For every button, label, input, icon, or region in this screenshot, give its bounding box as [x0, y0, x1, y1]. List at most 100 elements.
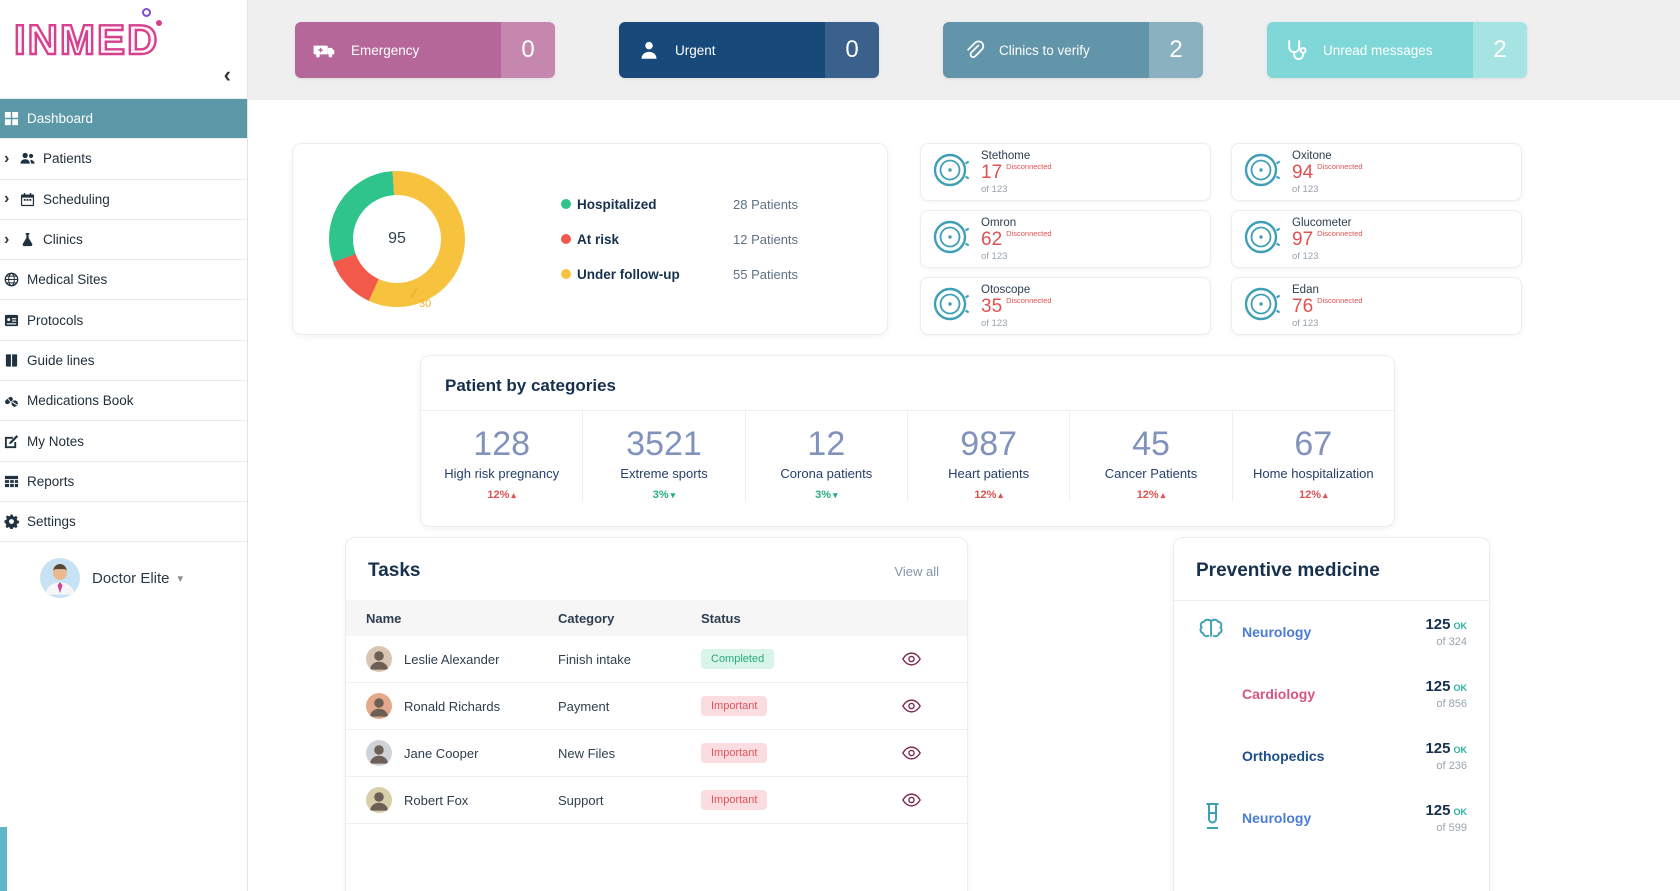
specialty-name[interactable]: Neurology [1242, 624, 1312, 640]
specialty-ok-label: OK [1453, 807, 1468, 817]
device-card-omron[interactable]: Omron 62 Disconnected of 123 [920, 210, 1211, 268]
category-label: Home hospitalization [1252, 466, 1374, 481]
category-value: 12 [807, 425, 846, 463]
device-card-edan[interactable]: Edan 76 Disconnected of 123 [1231, 277, 1522, 335]
legend-label: At risk [577, 231, 620, 247]
doctor-avatar [40, 558, 80, 598]
sidebar-item-settings[interactable]: Settings [0, 501, 247, 543]
category-value: 3521 [626, 425, 702, 463]
device-status: Disconnected [1317, 161, 1363, 171]
caret-down-icon[interactable]: ▾ [670, 490, 676, 500]
device-value: 94 [1292, 161, 1314, 183]
unread-messages-card[interactable]: Unread messages 2 [1267, 22, 1527, 78]
legend-count: 28 Patients [733, 196, 799, 212]
specialty-of-total: of 599 [1436, 822, 1467, 834]
device-value: 62 [981, 228, 1003, 250]
emergency-count: 0 [501, 22, 555, 78]
smartwatch-icon [1242, 284, 1282, 329]
sidebar-item-medications-book[interactable]: Medications Book [0, 381, 247, 422]
table-row[interactable]: Leslie Alexander Finish intake Completed [346, 636, 967, 683]
specialty-ok-label: OK [1453, 621, 1468, 631]
emergency-card[interactable]: Emergency 0 [295, 22, 555, 78]
list-item-neurology[interactable]: Neurology 125 OK of 324 [1174, 601, 1489, 663]
view-task-eye-button[interactable] [856, 746, 967, 760]
device-of-total: of 123 [1292, 317, 1319, 329]
view-task-eye-button[interactable] [856, 699, 967, 713]
sidebar-item-dashboard[interactable]: Dashboard [0, 99, 247, 140]
category-home-hospitalization: 67 Home hospitalization 12% ▴ [1231, 411, 1394, 501]
sidebar-item-medical-sites[interactable]: Medical Sites [0, 260, 247, 301]
device-name: Glucometer [1292, 216, 1352, 229]
device-of-total: of 123 [1292, 183, 1319, 195]
pills-icon [4, 393, 22, 409]
specialty-ok-label: OK [1453, 745, 1468, 755]
tasks-view-all-link[interactable]: View all [894, 563, 939, 579]
list-item-cardiology[interactable]: Cardiology 125 OK of 856 [1174, 663, 1489, 725]
specialty-name[interactable]: Cardiology [1242, 686, 1316, 702]
clinics-to-verify-label: Clinics to verify [999, 42, 1090, 58]
clinics-to-verify-card[interactable]: Clinics to verify 2 [943, 22, 1203, 78]
sidebar-item-reports[interactable]: Reports [0, 461, 247, 502]
view-task-eye-button[interactable] [856, 652, 967, 666]
device-name: Otoscope [981, 283, 1031, 296]
specialty-value: 125 [1425, 678, 1451, 695]
sidebar-item-protocols[interactable]: Protocols [0, 300, 247, 341]
urgent-label: Urgent [675, 42, 716, 58]
table-row[interactable]: Robert Fox Support Important [346, 777, 967, 824]
legend-dot-under-follow-up [561, 269, 571, 279]
sidebar-item-patients[interactable]: › Patients [0, 139, 247, 180]
sidebar-item-clinics[interactable]: › Clinics [0, 219, 247, 261]
specialty-value: 125 [1425, 616, 1451, 633]
caret-up-icon[interactable]: ▴ [511, 490, 516, 500]
patients-icon [20, 151, 38, 167]
legend-label: Under follow-up [577, 266, 680, 282]
avatar [366, 693, 392, 719]
specialty-value: 125 [1425, 802, 1451, 819]
device-name: Stethome [981, 149, 1031, 162]
sidebar-item-my-notes[interactable]: My Notes [0, 421, 247, 462]
task-name: Leslie Alexander [404, 651, 500, 667]
test-tube-icon [1196, 802, 1242, 835]
chevron-right-icon: › [4, 149, 10, 167]
specialty-name[interactable]: Neurology [1242, 810, 1312, 826]
caret-up-icon[interactable]: ▴ [998, 490, 1003, 500]
pencil-note-icon [4, 433, 22, 449]
task-name: Ronald Richards [404, 698, 501, 714]
id-card-icon [4, 312, 22, 328]
sidebar-scrollbar[interactable] [0, 827, 7, 891]
list-item-neurology-lab[interactable]: Neurology 125 OK of 599 [1174, 787, 1489, 849]
sidebar-menu: Dashboard › Patients › Scheduling › Clin… [0, 98, 247, 543]
sidebar-collapse-button[interactable]: ‹ [223, 62, 231, 87]
list-item-orthopedics[interactable]: Orthopedics 125 OK of 236 [1174, 725, 1489, 787]
caret-up-icon[interactable]: ▴ [1160, 490, 1166, 500]
device-value: 76 [1292, 295, 1314, 317]
smartwatch-icon [931, 217, 971, 262]
sidebar-item-guide-lines[interactable]: Guide lines [0, 340, 247, 382]
caret-down-icon[interactable]: ▾ [833, 490, 838, 500]
device-card-otoscope[interactable]: Otoscope 35 Disconnected of 123 [920, 277, 1211, 335]
category-value: 45 [1132, 425, 1170, 463]
view-task-eye-button[interactable] [856, 793, 967, 807]
sidebar-item-label: Scheduling [43, 191, 110, 207]
category-label: Cancer Patients [1104, 466, 1198, 481]
urgent-card[interactable]: Urgent 0 [619, 22, 879, 78]
device-card-oxitone[interactable]: Oxitone 94 Disconnected of 123 [1231, 143, 1522, 201]
task-category: Finish intake [558, 651, 631, 667]
table-row[interactable]: Jane Cooper New Files Important [346, 730, 967, 777]
chevron-down-icon: ▾ [177, 572, 184, 585]
table-row[interactable]: Ronald Richards Payment Important [346, 683, 967, 730]
status-badge: Important [701, 790, 768, 810]
specialty-name[interactable]: Orthopedics [1242, 748, 1325, 764]
preventive-medicine-card: Preventive medicine Neurology 125 OK of 3… [1173, 537, 1490, 891]
user-menu[interactable]: Doctor Elite ▾ [0, 556, 247, 600]
category-cancer-patients: 45 Cancer Patients 12% ▴ [1069, 411, 1231, 501]
globe-icon [4, 272, 22, 288]
legend-dot-at-risk [561, 234, 571, 244]
logo-molecule-icon [142, 8, 151, 17]
device-card-glucometer[interactable]: Glucometer 97 Disconnected of 123 [1231, 210, 1522, 268]
device-card-stethome[interactable]: Stethome 17 Disconnected of 123 [920, 143, 1211, 201]
legend-dot-hospitalized [561, 199, 571, 209]
caret-up-icon[interactable]: ▴ [1323, 490, 1328, 500]
sidebar-item-scheduling[interactable]: › Scheduling [0, 179, 247, 220]
dashboard-content: 95 30 Hospitalized 28 Patients At risk 1… [248, 100, 1680, 891]
